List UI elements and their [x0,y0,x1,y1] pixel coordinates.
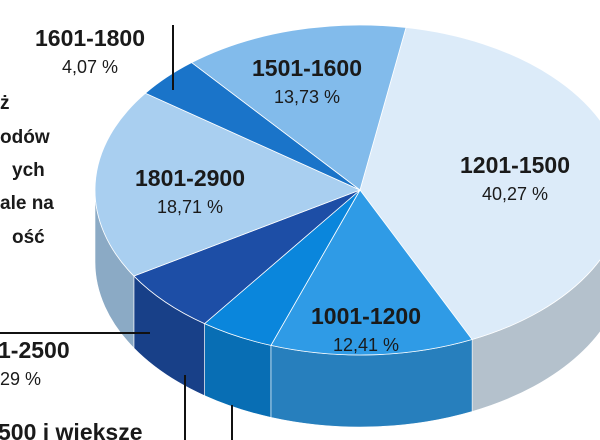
slice-label: 1801-2900 [135,165,245,191]
slice [359,27,600,340]
slice-value: 18,71 % [157,197,223,217]
slice-label: 1501-1600 [252,55,362,81]
slice-value: 13,73 % [274,87,340,107]
slice-label: 1201-1500 [460,152,570,178]
annotation: ych [12,160,45,181]
slice-value: 12,41 % [333,335,399,355]
slice-value: 40,27 % [482,184,548,204]
slice [190,24,407,191]
annotation: ość [12,227,45,248]
slice-value: 29 % [0,369,41,389]
slice-label: 1601-1800 [35,25,145,51]
labels: 1201-1500 40,27 % 1001-1200 12,41 % 500 i wi… [0,25,570,440]
annotation: odów [0,127,50,148]
annotation: ale na [0,193,54,214]
slice [270,189,473,356]
slice-label: 1001-1200 [311,303,421,329]
slice-label: 1-2500 [0,337,70,363]
slice [94,92,362,277]
pie [94,24,600,428]
slice-label: 500 i wieksze [0,419,143,440]
slice-value: 4,07 % [62,57,118,77]
annotation: ż [0,93,10,114]
